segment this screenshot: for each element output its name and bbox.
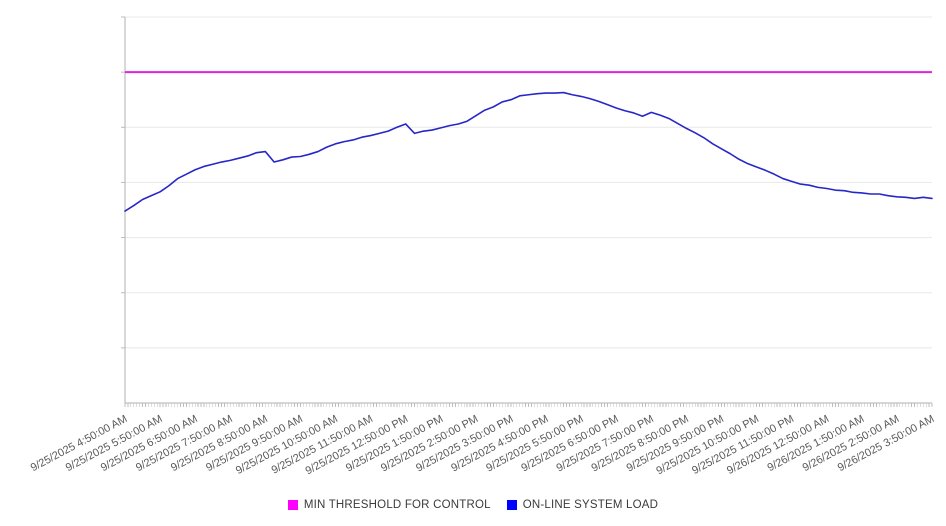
load-chart-plot: 9/25/2025 4:50:00 AM9/25/2025 5:50:00 AM…	[29, 16, 936, 477]
chart-legend: MIN THRESHOLD FOR CONTROL ON-LINE SYSTEM…	[0, 499, 946, 511]
online-system-load-legend-label: ON-LINE SYSTEM LOAD	[522, 499, 659, 511]
online-system-load-swatch-icon	[506, 500, 517, 510]
min-threshold-legend-label: MIN THRESHOLD FOR CONTROL	[303, 499, 491, 511]
legend-item-min-threshold: MIN THRESHOLD FOR CONTROL	[287, 499, 491, 511]
min-threshold-swatch-icon	[287, 500, 298, 510]
legend-item-online-system-load: ON-LINE SYSTEM LOAD	[506, 499, 659, 511]
online-system-load-line	[124, 91, 933, 212]
